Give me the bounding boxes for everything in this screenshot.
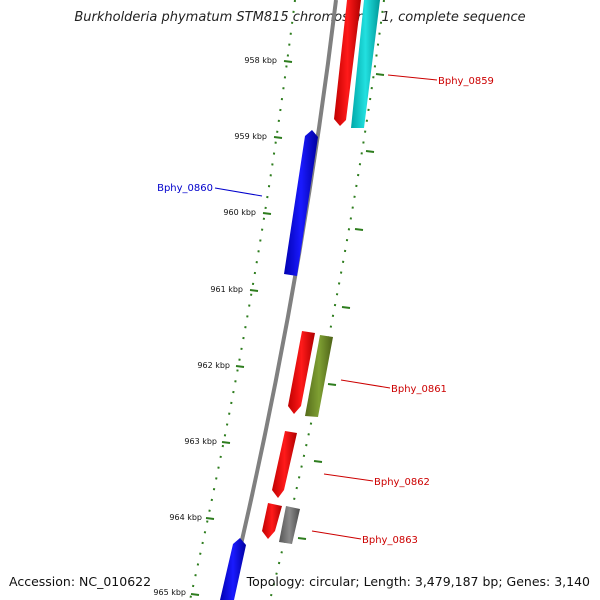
tick-label: 959 kbp (234, 132, 267, 141)
gene-bphy-0862[interactable] (272, 431, 297, 498)
map-title: Burkholderia phymatum STM815 chromosome … (74, 10, 526, 25)
gene-label-bphy-0860[interactable]: Bphy_0860 (157, 183, 213, 194)
outer-tick (354, 228, 364, 231)
tick-mark (262, 212, 272, 215)
tick-mark (190, 593, 200, 596)
leader-bphy-0860 (214, 187, 263, 197)
gene-red-0861[interactable] (288, 331, 315, 414)
gene-bphy-0860[interactable] (284, 130, 318, 276)
gene-label-bphy-0859[interactable]: Bphy_0859 (438, 76, 494, 87)
gene-labels: Bphy_0859 Bphy_0860 Bphy_0861 Bphy_0862 … (157, 76, 494, 546)
tick-label: 963 kbp (184, 437, 217, 446)
gene-label-bphy-0863[interactable]: Bphy_0863 (362, 535, 418, 546)
leader-bphy-0861 (340, 379, 391, 389)
leader-bphy-0859 (387, 74, 438, 81)
tick-label: 964 kbp (169, 513, 202, 522)
accession-text: Accession: NC_010622 (9, 574, 152, 589)
outer-tick (313, 460, 323, 463)
tick-label: 958 kbp (244, 56, 277, 65)
topology-text: Topology: circular; Length: 3,479,187 bp… (246, 574, 590, 589)
gene-label-bphy-0862[interactable]: Bphy_0862 (374, 477, 430, 488)
gene-red-small[interactable] (262, 503, 282, 539)
outer-tick (327, 383, 337, 386)
tick-marks (190, 60, 293, 596)
gene-blue-bottom[interactable] (220, 538, 246, 600)
gene-bphy-0859[interactable] (351, 0, 380, 128)
outer-ticks (297, 73, 385, 540)
tick-mark (235, 365, 245, 368)
tick-mark (249, 289, 259, 292)
tick-label: 965 kbp (153, 588, 186, 597)
tick-mark (283, 60, 293, 63)
outer-tick (375, 73, 385, 76)
tick-label: 962 kbp (197, 361, 230, 370)
gene-label-bphy-0861[interactable]: Bphy_0861 (391, 384, 447, 395)
tick-mark (205, 517, 215, 520)
label-leaders (214, 74, 438, 540)
genes (220, 0, 380, 600)
tick-mark (221, 441, 231, 444)
tick-mark (273, 136, 283, 139)
tick-labels: 958 kbp 959 kbp 960 kbp 961 kbp 962 kbp … (153, 56, 277, 597)
tick-label: 960 kbp (223, 208, 256, 217)
gene-red[interactable] (334, 0, 361, 126)
outer-tick (365, 150, 375, 153)
gene-bphy-0863[interactable] (279, 506, 300, 544)
tick-label: 961 kbp (210, 285, 243, 294)
gene-bphy-0861[interactable] (305, 335, 333, 417)
leader-bphy-0863 (311, 530, 362, 540)
outer-tick (297, 537, 307, 540)
outer-tick (341, 306, 351, 309)
chromosome-backbone (226, 0, 338, 600)
leader-bphy-0862 (323, 473, 374, 482)
